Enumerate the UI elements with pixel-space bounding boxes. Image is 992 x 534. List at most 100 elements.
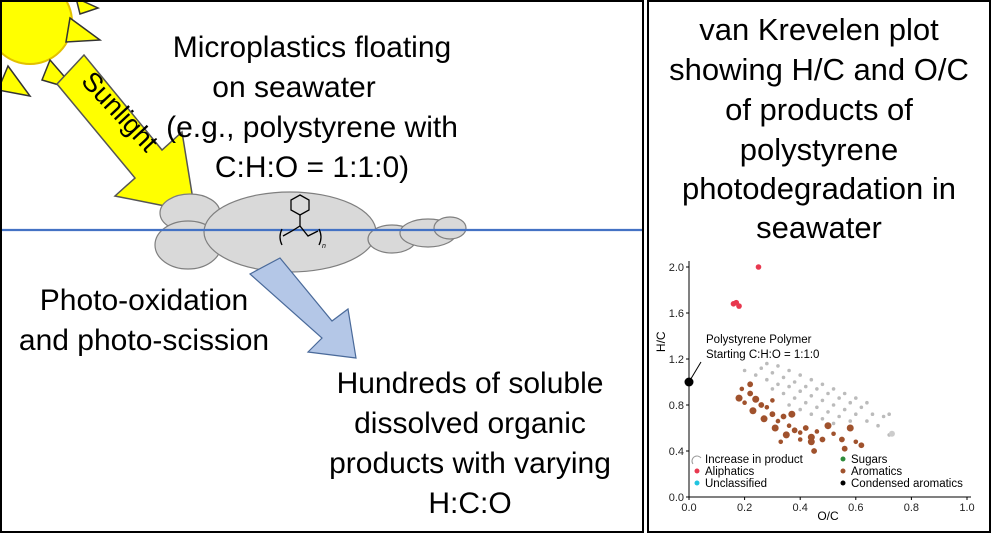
data-point [831,421,836,426]
y-ticks: 0.0 0.4 0.8 1.2 1.6 2.0 [669,262,689,504]
microplastics-text: Microplastics floating on seawater (e.g.… [166,31,458,184]
data-point [769,411,776,418]
y-tick-label: 0.8 [669,400,684,412]
data-point [820,382,825,387]
title-line: seawater [756,210,882,245]
x-tick-label: 0.8 [904,502,919,514]
text-line: products with varying [329,447,611,480]
x-tick-label: 0.0 [681,502,696,514]
text-line: H:C:O [428,487,511,520]
data-point [742,400,747,406]
data-point [770,387,775,391]
text-line: Photo-oxidation [40,284,248,317]
data-point [824,422,832,430]
y-tick-label: 2.0 [669,262,684,274]
y-tick-label: 1.6 [669,308,684,320]
scene: Sunlight n [2,2,642,359]
polymer-subscript: n [322,243,326,250]
data-point [788,410,796,418]
data-point [814,429,820,434]
text-line: Hundreds of soluble [337,367,604,400]
legend-label: Condensed aromatics [851,478,963,490]
data-point [749,407,757,415]
text-line: on seawater [212,71,375,104]
annotation-line-1: Polystyrene Polymer [706,334,812,346]
data-point [759,366,764,371]
title-line: van Krevelen plot [699,12,939,47]
data-point [826,391,830,396]
data-point [853,439,859,445]
data-point [735,394,743,402]
x-tick-label: 1.0 [959,502,974,514]
data-point [837,414,841,419]
x-tick-label: 0.6 [848,502,863,514]
data-point [771,424,779,432]
data-point [848,400,853,405]
text-line: C:H:O = 1:1:0) [215,151,409,184]
microplastic-particles [154,191,467,273]
data-point [831,387,836,391]
right-panel-border [647,0,991,533]
data-point [802,425,809,431]
data-point [865,419,869,423]
data-point [819,436,826,443]
title-line: photodegradation in [682,171,956,206]
data-point [764,405,770,410]
legend-marker [840,480,846,486]
data-point [809,377,814,382]
x-tick-label: 0.2 [737,502,752,514]
data-point [854,412,858,417]
data-point [797,430,803,435]
data-point [742,368,747,373]
x-ticks: 0.0 0.2 0.4 0.6 0.8 1.0 [681,497,975,514]
data-point [815,405,819,410]
text-line: Microplastics floating [173,31,451,64]
data-point [809,394,814,398]
legend-marker [840,456,846,462]
data-point [791,427,798,434]
data-point [820,398,825,403]
data-point [820,417,825,421]
data-point [760,415,768,423]
sun-icon [2,2,103,98]
x-tick-label: 0.4 [793,502,808,514]
data-point [811,448,817,454]
text-line: (e.g., polystyrene with [166,111,458,144]
data-point [778,439,784,445]
data-point [854,396,858,400]
data-point [881,414,886,419]
title-line: showing H/C and O/C [669,52,969,87]
data-point [837,396,841,400]
products-text: Hundreds of soluble dissolved organic pr… [329,367,611,520]
legend-label: Sugars [851,454,888,466]
data-point [781,391,786,396]
text-line: and photo-scission [19,324,269,357]
legend-label: Aliphatics [705,466,754,478]
data-point [809,412,814,417]
data-point [792,396,797,400]
x-axis-label: O/C [817,509,839,523]
y-tick-label: 1.2 [669,354,684,366]
data-point [797,437,803,442]
data-point [831,403,836,407]
data-point [747,390,754,397]
data-point [792,380,797,384]
data-point [758,402,765,408]
legend: Increase in product Sugars Aliphatics Aroma… [691,454,963,490]
annotation-line-2: Starting C:H:O = 1:1:0 [706,349,819,361]
degradation-arrow [248,257,357,359]
data-point [787,384,791,389]
panel-title: van Krevelen plot showing H/C and O/C of… [669,12,969,245]
data-point [739,386,745,392]
legend-label: Aromatics [851,466,902,478]
data-point [776,364,780,368]
legend-marker [694,468,700,474]
data-point [803,400,808,405]
data-point [858,442,865,449]
data-point [782,431,790,439]
data-point [770,371,775,375]
data-point [807,438,815,446]
data-point [842,407,847,412]
title-line: polystyrene [740,132,899,167]
